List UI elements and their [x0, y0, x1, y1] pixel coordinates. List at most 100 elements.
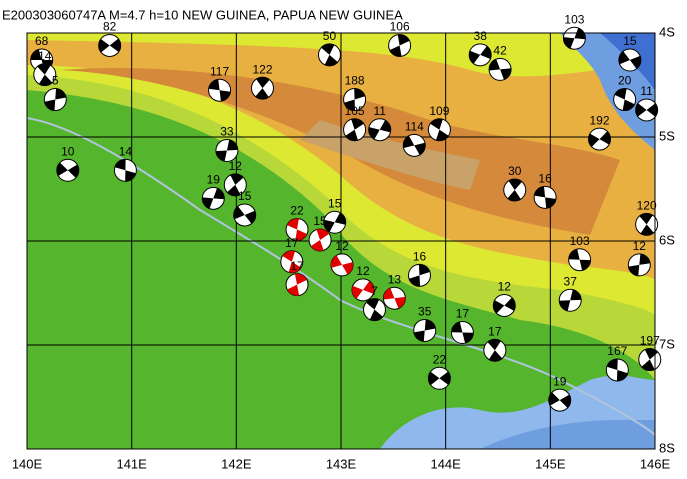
focal-mechanism: [568, 248, 592, 272]
focal-mechanism: [251, 76, 274, 100]
y-tick-label: 7S: [659, 336, 675, 351]
beachball-quadrant: [548, 392, 571, 408]
depth-label: 7: [371, 284, 378, 298]
beachball-quadrant: [403, 135, 426, 155]
focal-mechanism: [635, 98, 659, 122]
depth-label: 109: [429, 104, 449, 118]
beachball-quadrant: [310, 228, 330, 251]
focal-mechanism: [113, 158, 137, 182]
focal-mechanism: [548, 388, 572, 412]
depth-label: 14: [119, 144, 133, 158]
beachball-quadrant: [469, 46, 492, 64]
depth-label: 68: [35, 34, 49, 48]
beachball-quadrant: [208, 79, 231, 102]
x-tick-label: 143E: [326, 456, 357, 471]
focal-mechanism: [351, 278, 375, 302]
beachball-quadrant: [344, 88, 366, 111]
depth-label: 12: [356, 264, 370, 278]
depth-label: 11: [373, 104, 386, 118]
focal-mechanism: [98, 33, 122, 57]
depth-label: 17: [285, 236, 299, 250]
focal-mechanism: [362, 298, 386, 322]
focal-mechanism: [588, 127, 612, 151]
focal-mechanism: [562, 26, 586, 50]
beachball-quadrant: [606, 358, 628, 382]
beachball-quadrant: [568, 249, 591, 271]
depth-label: 15: [313, 214, 327, 228]
focal-mechanism: [308, 228, 332, 252]
depth-label: 17: [488, 324, 502, 338]
depth-label: 120: [637, 199, 657, 213]
depth-label: 12: [633, 239, 647, 253]
beachball-quadrant: [56, 162, 79, 178]
depth-label: 22: [290, 204, 304, 218]
beachball-quadrant: [37, 63, 53, 86]
y-tick-label: 5S: [659, 128, 675, 143]
focal-mechanism: [201, 186, 225, 210]
depth-label: 19: [553, 374, 567, 388]
depth-label: 16: [538, 171, 552, 185]
focal-mechanism: [368, 118, 392, 142]
depth-label: 106: [390, 20, 410, 34]
focal-mechanism: [208, 78, 232, 102]
focal-mechanism: [285, 273, 309, 297]
focal-mechanism: [468, 43, 492, 67]
beachball-quadrant: [534, 186, 556, 209]
focal-mechanism: [483, 338, 507, 362]
focal-mechanism: [558, 288, 582, 312]
beachball-quadrant: [413, 319, 436, 342]
focal-mechanism: [343, 118, 367, 142]
depth-label: 105: [345, 104, 365, 118]
beachball-quadrant: [287, 273, 307, 296]
focal-mechanism: [627, 253, 651, 277]
beachball-quadrant: [114, 159, 136, 182]
depth-label: 12: [498, 280, 512, 294]
beachball-quadrant: [321, 43, 338, 66]
focal-mechanism: [280, 250, 304, 274]
focal-mechanism: [533, 185, 557, 209]
beachball-quadrant: [233, 206, 256, 224]
depth-label: 167: [607, 344, 627, 358]
depth-label: 197: [640, 334, 660, 348]
focal-mechanism: [613, 88, 637, 112]
beachball-quadrant: [409, 264, 430, 287]
focal-mechanism: [605, 358, 629, 382]
focal-mechanism: [323, 210, 347, 234]
beachball-quadrant: [287, 218, 308, 241]
x-tick-label: 145E: [535, 456, 566, 471]
beachball-quadrant: [430, 118, 449, 141]
beachball-quadrant: [559, 289, 582, 311]
focal-mechanism: [488, 57, 512, 81]
focal-mechanism: [382, 286, 406, 310]
beachball-quadrant: [255, 77, 270, 100]
x-tick-label: 146E: [640, 456, 671, 471]
focal-mechanism: [638, 348, 662, 372]
beachball-quadrant: [389, 34, 410, 57]
focal-mechanism: [402, 133, 426, 157]
beachball-quadrant: [614, 88, 635, 111]
focal-mechanism: [618, 48, 642, 72]
focal-mechanism: [233, 203, 257, 227]
focal-mechanism: [450, 321, 474, 345]
depth-label: 5: [52, 74, 59, 88]
depth-label: 122: [252, 62, 272, 76]
depth-label: 192: [590, 113, 610, 127]
beachball-quadrant: [202, 188, 225, 209]
beachball-quadrant: [345, 118, 364, 141]
depth-label: 12: [229, 159, 243, 173]
depth-label: 35: [418, 305, 432, 319]
focal-mechanism: [215, 139, 239, 163]
depth-label: 15: [328, 196, 342, 210]
depth-label: 42: [493, 44, 507, 58]
depth-label: 103: [564, 12, 584, 26]
beachball-quadrant: [639, 213, 654, 236]
beachball-quadrant: [282, 250, 302, 273]
focal-mechanism: [413, 318, 437, 342]
x-tick-label: 141E: [116, 456, 147, 471]
beachball-quadrant: [628, 254, 651, 276]
depth-label: 13: [388, 272, 402, 286]
depth-label: 15: [238, 189, 252, 203]
depth-label: 50: [323, 29, 337, 43]
